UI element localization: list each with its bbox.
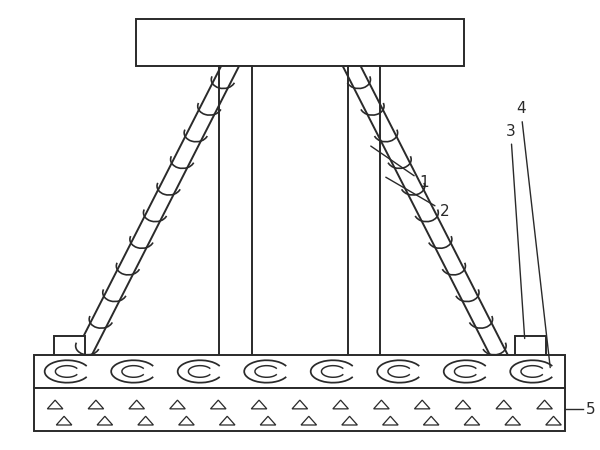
Text: 4: 4 bbox=[516, 101, 550, 368]
Bar bbox=[515, 336, 546, 359]
Text: 3: 3 bbox=[506, 124, 524, 338]
Bar bbox=[34, 388, 565, 431]
Bar bbox=[34, 355, 565, 388]
Text: 5: 5 bbox=[586, 402, 596, 417]
Text: 2: 2 bbox=[386, 177, 450, 219]
Bar bbox=[136, 19, 464, 66]
Bar bbox=[219, 66, 252, 361]
Bar bbox=[54, 336, 85, 359]
Bar bbox=[347, 66, 380, 361]
Text: 1: 1 bbox=[371, 146, 429, 190]
